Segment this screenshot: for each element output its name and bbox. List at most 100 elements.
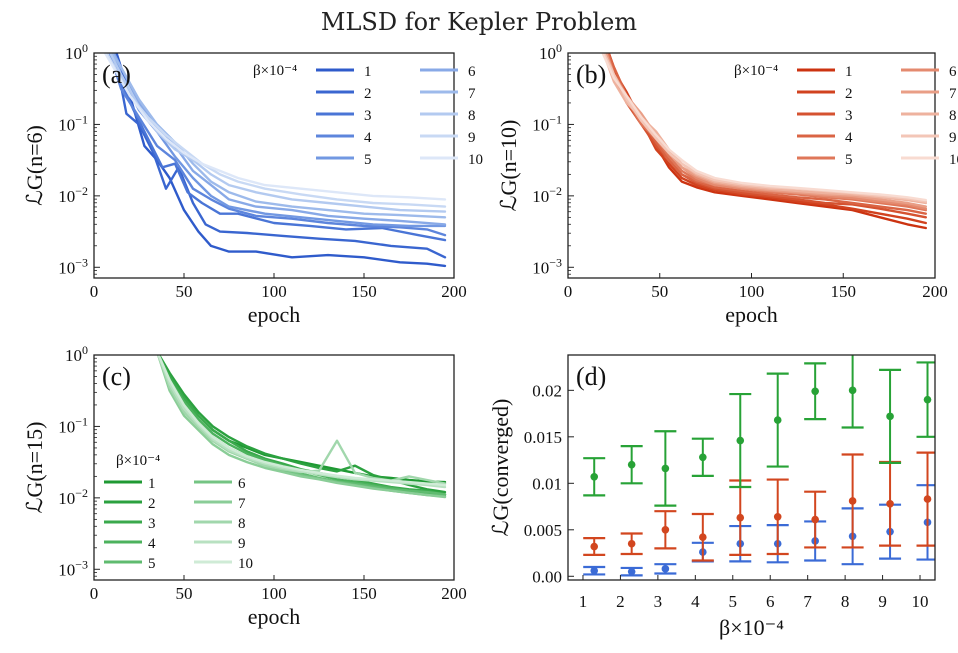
data-point-n=15 — [886, 412, 894, 421]
y-tick-label: 100 — [65, 41, 88, 63]
data-point-n=6 — [627, 567, 636, 576]
legend-label-3: 3 — [148, 516, 156, 532]
x-tick-label: 10 — [912, 592, 929, 611]
series-line-2 — [113, 53, 447, 259]
legend-label-8: 8 — [238, 516, 246, 532]
x-tick-label: 150 — [831, 282, 857, 301]
x-tick-label: 200 — [922, 282, 948, 301]
legend-label-4: 4 — [845, 130, 853, 146]
data-point-n=10 — [848, 497, 857, 505]
y-tick-label: 100 — [65, 343, 88, 365]
series-group — [103, 53, 447, 268]
legend-label-3: 3 — [845, 108, 853, 124]
legend-label-7: 7 — [949, 86, 957, 102]
series-line-5 — [606, 53, 927, 212]
data-point-n=10 — [923, 495, 932, 503]
legend-label-8: 8 — [949, 108, 957, 124]
x-tick-label: 0 — [90, 584, 99, 603]
x-tick-label: 150 — [351, 584, 377, 603]
legend: β×10⁻⁴ 1 2 3 4 5 6 7 8 9 10 — [253, 63, 483, 168]
legend-label-4: 4 — [364, 130, 372, 146]
data-point-n=6 — [590, 566, 599, 575]
y-tick-label: 10−3 — [58, 557, 88, 579]
series-line-7 — [156, 355, 447, 499]
legend-label-5: 5 — [364, 152, 372, 168]
legend-title: β×10⁻⁴ — [116, 453, 160, 469]
data-point-n=15 — [590, 472, 599, 481]
series-line-9 — [157, 355, 447, 489]
legend-label-6: 6 — [238, 476, 246, 492]
y-tick-label: 0.01 — [532, 474, 562, 493]
panel-a: 0 50 100 150 200 100 10−1 10−2 10−3 epoch ℒG(n=6) (… — [22, 41, 483, 327]
x-tick-label: 8 — [841, 592, 850, 611]
data-point-n=10 — [736, 513, 745, 522]
data-point-n=15 — [773, 416, 782, 424]
x-tick-label: 100 — [261, 584, 287, 603]
x-tick-label: 1 — [579, 592, 588, 611]
panel-c: 0 50 100 150 200 100 10−1 10−2 10−3 epoch ℒG(n=15)… — [22, 343, 467, 629]
legend-label-9: 9 — [238, 536, 246, 552]
data-point-n=15 — [661, 464, 670, 473]
legend-label-2: 2 — [364, 86, 372, 102]
x-axis-label: β×10⁻⁴ — [719, 615, 784, 640]
panel-label: (c) — [102, 362, 131, 391]
y-axis-label: ℒG(n=15) — [22, 422, 47, 514]
y-tick-label: 0.02 — [532, 381, 562, 400]
y-tick-label: 10−1 — [532, 112, 562, 134]
legend-label-1: 1 — [364, 64, 372, 80]
x-tick-label: 0 — [564, 282, 573, 301]
x-tick-label: 200 — [441, 584, 467, 603]
series-line-9 — [105, 53, 447, 208]
legend-label-7: 7 — [468, 86, 476, 102]
data-point-n=6 — [661, 565, 670, 573]
data-point-n=15 — [699, 453, 707, 462]
data-point-n=10 — [661, 525, 670, 534]
data-point-n=15 — [627, 460, 636, 469]
x-tick-label: 6 — [766, 592, 775, 611]
panel-b: 0 50 100 150 200 100 10−1 10−2 10−3 epoch ℒG(n=10)… — [496, 41, 958, 327]
data-point-n=10 — [627, 539, 636, 548]
legend-label-1: 1 — [845, 64, 853, 80]
x-tick-label: 5 — [729, 592, 738, 611]
x-tick-label: 100 — [739, 282, 765, 301]
series-line-10 — [103, 53, 447, 201]
legend: β×10⁻⁴ 1 2 3 4 5 6 7 8 9 10 — [104, 453, 253, 572]
legend-label-7: 7 — [238, 496, 246, 512]
legend: β×10⁻⁴ 1 2 3 4 5 6 7 8 9 10 — [734, 63, 958, 168]
series-line-6 — [112, 53, 447, 226]
x-axis-label: epoch — [248, 302, 301, 327]
x-tick-label: 4 — [691, 592, 700, 611]
x-tick-label: 2 — [616, 592, 625, 611]
legend-label-1: 1 — [148, 476, 156, 492]
series-line-7 — [110, 53, 447, 219]
panel-d: 1 2 3 4 5 6 7 8 9 10 0.00 0.005 0.01 0.015 0.02 β×10⁻⁴ ℒ… — [488, 354, 936, 640]
legend-title: β×10⁻⁴ — [734, 63, 778, 79]
legend-label-9: 9 — [949, 130, 957, 146]
legend-label-5: 5 — [148, 556, 156, 572]
data-point-n=15 — [811, 387, 819, 396]
y-tick-label: 100 — [539, 41, 562, 63]
panel-label: (a) — [102, 60, 131, 89]
legend-label-6: 6 — [468, 64, 476, 80]
x-tick-label: 100 — [261, 282, 287, 301]
legend-label-10: 10 — [949, 152, 958, 168]
y-tick-label: 0.005 — [524, 521, 562, 540]
x-tick-label: 50 — [176, 282, 193, 301]
legend-label-6: 6 — [949, 64, 957, 80]
y-tick-label: 10−3 — [532, 255, 562, 277]
series-line-3 — [111, 53, 447, 242]
y-axis-label: ℒG(n=10) — [496, 120, 521, 212]
y-tick-label: 10−3 — [58, 255, 88, 277]
series-line-7 — [604, 53, 927, 208]
legend-label-2: 2 — [845, 86, 853, 102]
data-point-n=10 — [811, 515, 819, 524]
data-point-n=10 — [590, 542, 599, 551]
legend-label-9: 9 — [468, 130, 476, 146]
legend-label-10: 10 — [468, 152, 483, 168]
legend-label-4: 4 — [148, 536, 156, 552]
legend-label-10: 10 — [238, 556, 253, 572]
y-tick-label: 10−2 — [532, 184, 562, 206]
data-point-n=10 — [699, 533, 707, 542]
series-line-10 — [601, 53, 927, 202]
